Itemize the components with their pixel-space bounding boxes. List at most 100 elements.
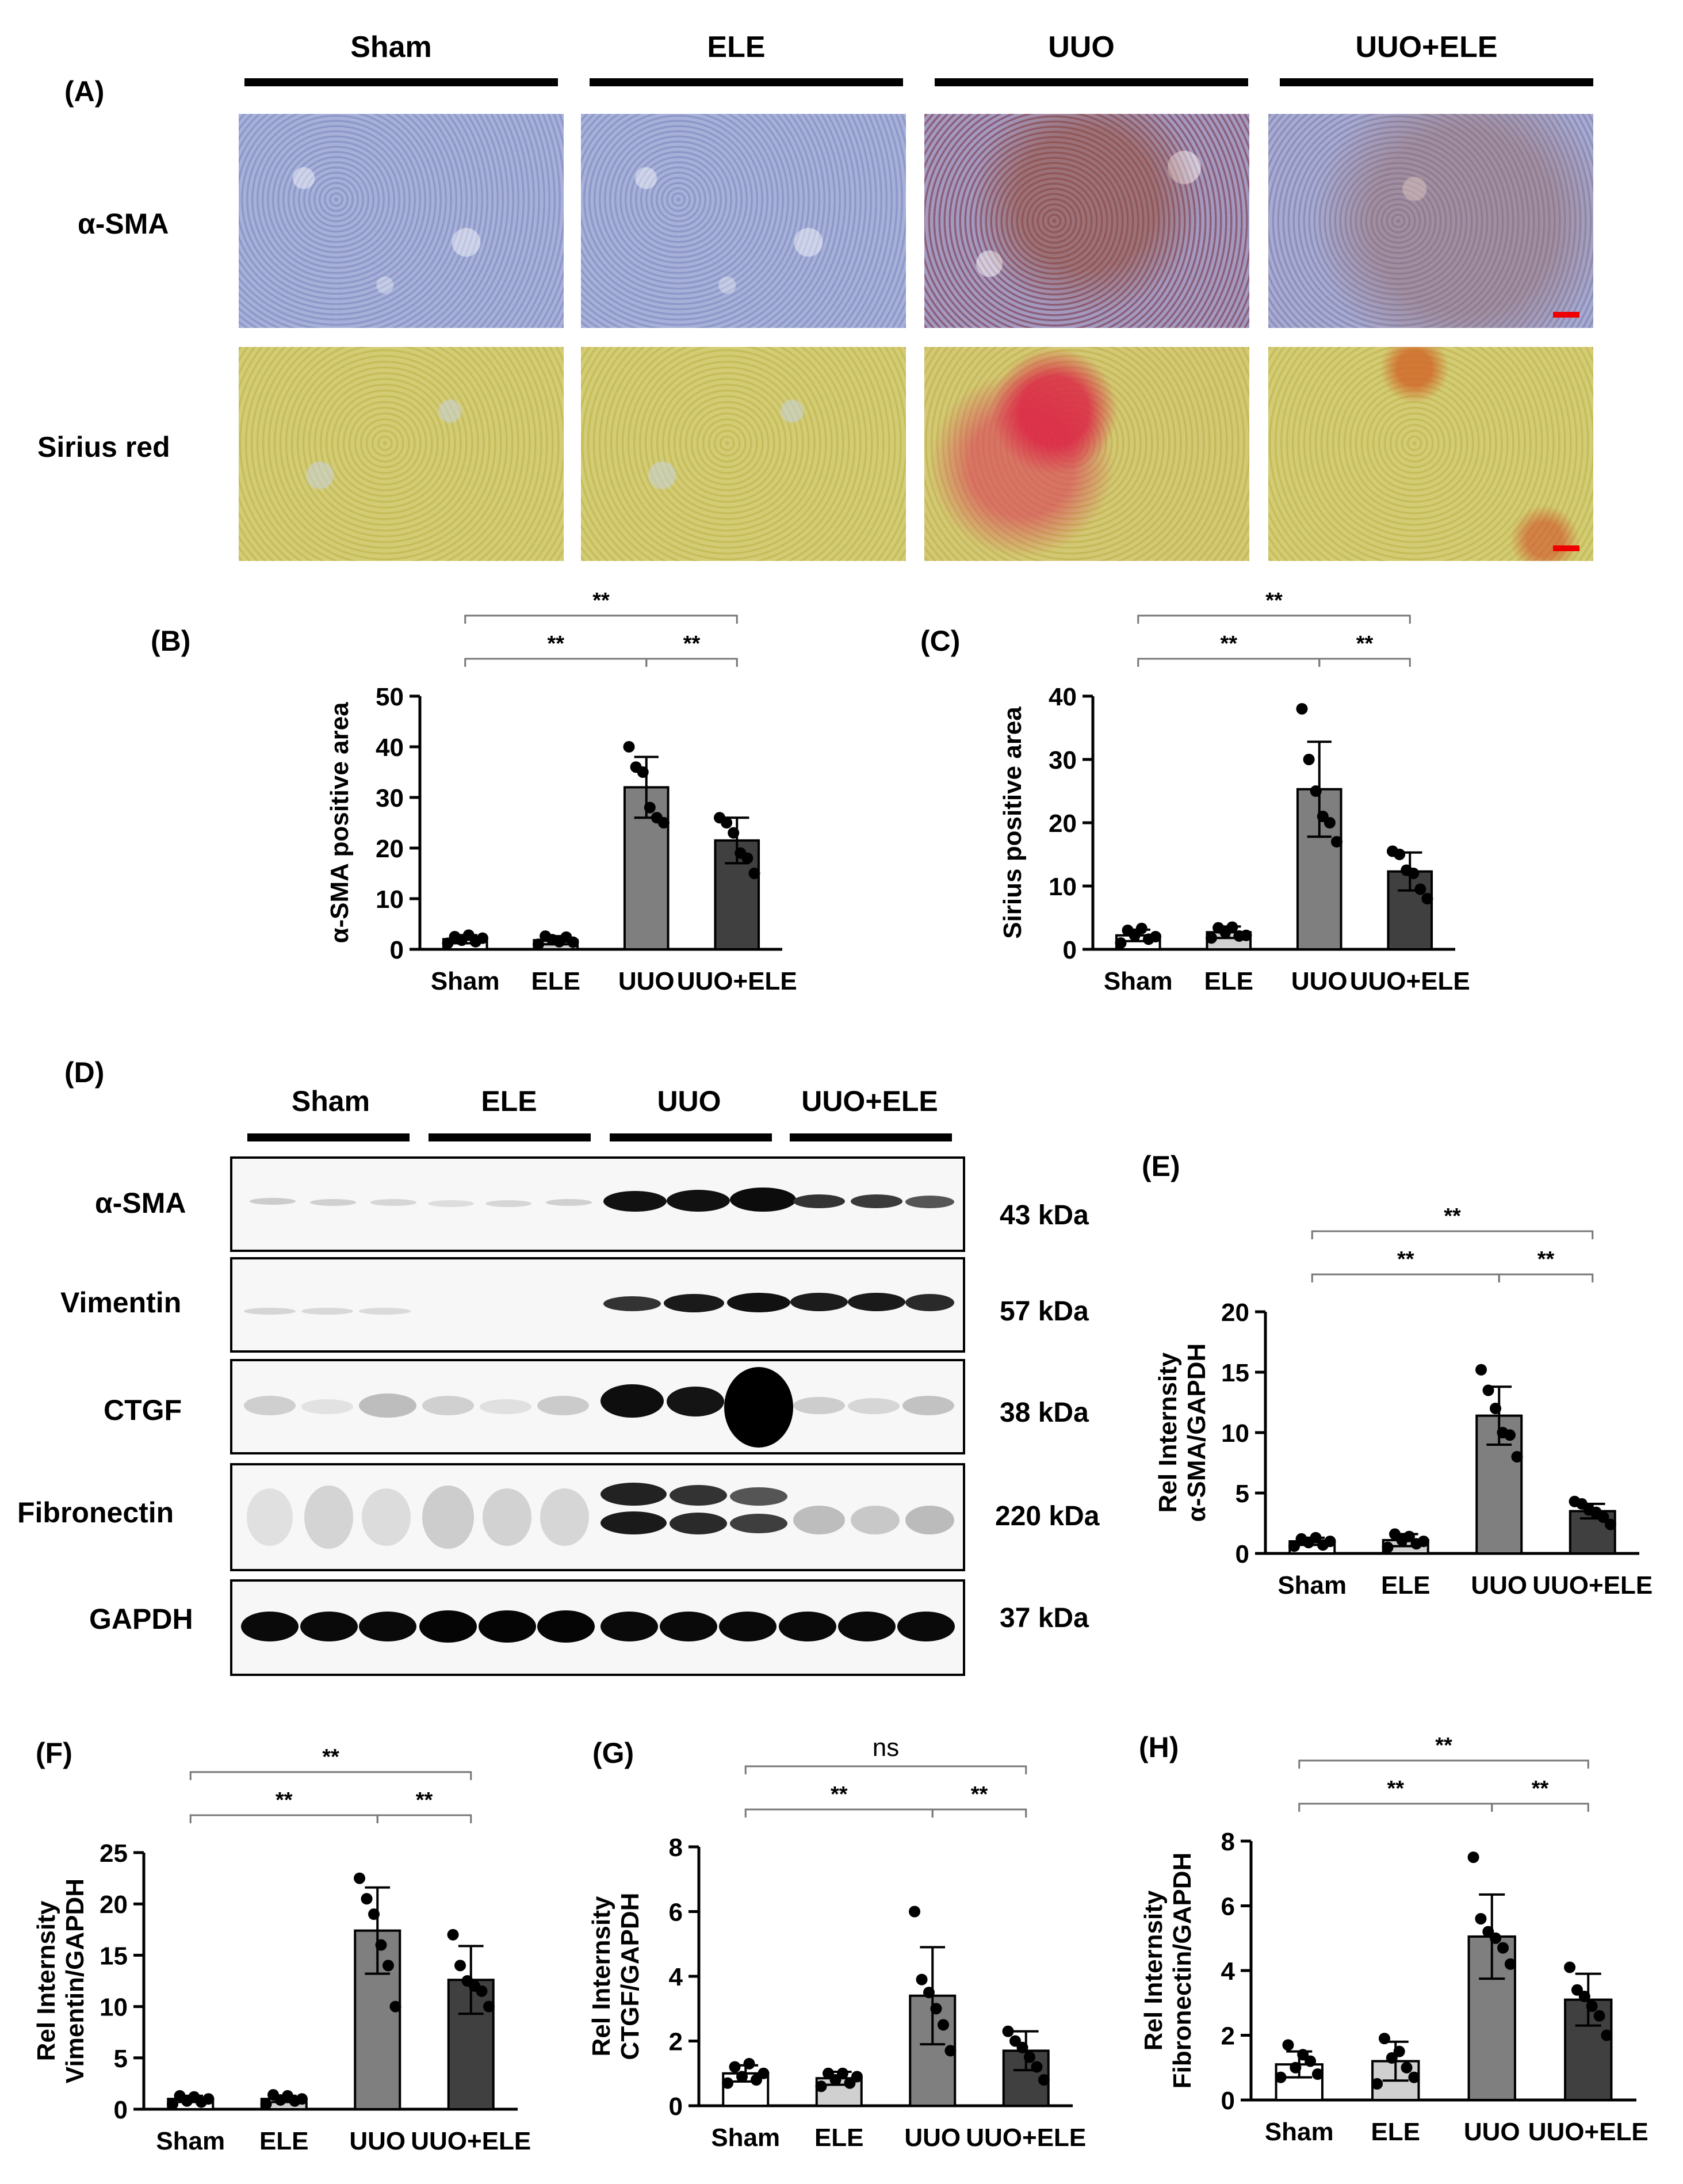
significance-label: ** xyxy=(683,632,701,656)
x-tick-label: Sham xyxy=(711,2124,780,2152)
x-tick-label: UUO+ELE xyxy=(1528,2118,1648,2146)
y-tick-label: 5 xyxy=(114,2045,128,2073)
y-tick-label: 20 xyxy=(100,1891,128,1919)
y-tick-label: 2 xyxy=(669,2028,683,2056)
data-point xyxy=(721,817,733,828)
data-point xyxy=(644,801,656,814)
x-tick-label: UUO xyxy=(1291,967,1348,995)
significance-bracket xyxy=(1491,1803,1589,1812)
data-point xyxy=(1310,1532,1322,1544)
data-point xyxy=(851,2071,863,2083)
bar-chart-g: 0 2 4 6 8 Rel InternsityCTGF/GAPDH Sham ELE UUO U… xyxy=(587,1734,1086,2152)
x-tick-label: UUO+ELE xyxy=(966,2124,1086,2152)
data-point xyxy=(1305,2055,1317,2067)
data-point xyxy=(1206,932,1218,944)
bar-chart-e: 0 5 10 15 20 Rel Internsityα-SMA/GAPDH Sham ELE… xyxy=(1154,1204,1653,1599)
data-point xyxy=(1297,2049,1309,2061)
data-point xyxy=(1296,703,1308,715)
micrograph-sirius-ele xyxy=(581,347,906,561)
micrograph-sirius-uuo xyxy=(924,347,1249,561)
x-tick-label: ELE xyxy=(1381,1571,1430,1599)
data-point xyxy=(657,817,670,828)
significance-bracket xyxy=(1137,614,1411,624)
bar-chart-h: 0 2 4 6 8 Rel InternsityFibronectin/GAPDH Sham… xyxy=(1139,1734,1648,2146)
micrograph-asma-uuo xyxy=(924,114,1249,328)
significance-label: ** xyxy=(1220,632,1237,656)
group-header-uuo: UUO xyxy=(1048,30,1115,64)
significance-bracket xyxy=(931,1808,1027,1818)
x-tick-label: UUO+ELE xyxy=(411,2127,531,2155)
data-point xyxy=(1311,2068,1324,2080)
data-point xyxy=(389,2000,401,2013)
data-point xyxy=(1511,1451,1523,1463)
group-header-uuo-ele: UUO+ELE xyxy=(1355,30,1498,64)
data-point xyxy=(368,1908,380,1920)
blot-label-vimentin: Vimentin xyxy=(60,1286,182,1319)
significance-bracket xyxy=(1298,1803,1493,1812)
micrograph-asma-ele xyxy=(581,114,906,328)
significance-label: ** xyxy=(592,589,610,613)
data-point xyxy=(1330,836,1342,847)
x-tick-label: UUO xyxy=(1471,1571,1527,1599)
significance-label: ** xyxy=(1387,1777,1404,1801)
significance-bracket xyxy=(1298,1759,1589,1769)
data-point xyxy=(1282,2039,1294,2051)
significance-label: ** xyxy=(1265,589,1283,613)
data-point xyxy=(375,1939,387,1951)
blot-header-sham: Sham xyxy=(291,1085,370,1117)
data-point xyxy=(1386,2052,1398,2064)
y-axis-label: α-SMA positive area xyxy=(326,702,354,944)
data-point xyxy=(1601,2029,1613,2041)
y-tick-label: 2 xyxy=(1221,2022,1235,2051)
significance-bracket xyxy=(189,1814,378,1823)
x-tick-label: Sham xyxy=(1277,1571,1347,1599)
y-tick-label: 40 xyxy=(376,734,404,762)
data-point xyxy=(1016,2041,1028,2053)
y-tick-label: 10 xyxy=(100,1994,128,2022)
data-point xyxy=(1310,785,1322,797)
y-axis-label: Rel InternsityFibronectin/GAPDH xyxy=(1139,1853,1196,2089)
significance-bracket xyxy=(645,658,738,667)
data-point xyxy=(447,1929,459,1941)
significance-bracket xyxy=(1311,1273,1500,1282)
y-tick-label: 6 xyxy=(669,1899,683,1927)
bar-chart-f: 0 5 10 15 20 25 Rel InternsityVimentin/GAPDH Sh… xyxy=(32,1745,531,2155)
x-tick-label: UUO xyxy=(904,2124,961,2152)
data-point xyxy=(1401,2061,1413,2074)
data-point xyxy=(1378,2033,1390,2045)
data-point xyxy=(1290,2061,1302,2074)
x-tick-label: UUO+ELE xyxy=(1350,967,1470,995)
data-point xyxy=(1288,1540,1300,1552)
y-tick-label: 8 xyxy=(1221,1828,1235,1856)
blot-label-fibronectin: Fibronectin xyxy=(17,1496,174,1529)
blot-vimentin xyxy=(230,1257,965,1353)
significance-label: ** xyxy=(1356,632,1374,656)
group-header-sham: Sham xyxy=(350,30,432,64)
blot-header-uuo-ele: UUO+ELE xyxy=(801,1085,938,1117)
y-tick-label: 40 xyxy=(1049,683,1077,711)
data-point xyxy=(748,868,760,879)
x-tick-label: Sham xyxy=(431,967,500,995)
y-axis-label: Rel InternsityVimentin/GAPDH xyxy=(32,1878,89,2083)
kda-ctgf: 38 kDa xyxy=(1000,1398,1089,1428)
significance-label: ** xyxy=(1444,1204,1461,1228)
data-point xyxy=(1002,2025,1014,2037)
data-point xyxy=(483,2000,495,2013)
significance-label: ** xyxy=(1537,1247,1555,1272)
group-bar-uuo-ele xyxy=(1280,78,1593,86)
y-tick-label: 5 xyxy=(1236,1480,1249,1508)
data-point xyxy=(1467,1851,1479,1864)
significance-label: ** xyxy=(416,1788,433,1812)
data-point xyxy=(202,2093,215,2105)
y-tick-label: 15 xyxy=(100,1942,128,1970)
data-point xyxy=(1571,1984,1583,1996)
data-point xyxy=(296,2093,308,2105)
data-point xyxy=(923,1987,935,1999)
x-tick-label: Sham xyxy=(156,2127,225,2155)
x-tick-label: UUO xyxy=(349,2127,406,2155)
data-point xyxy=(1414,883,1426,895)
kda-gapdh: 37 kDa xyxy=(1000,1603,1089,1633)
panel-label-g: (G) xyxy=(592,1737,634,1769)
significance-bracket xyxy=(464,614,738,624)
data-point xyxy=(1504,1958,1516,1970)
